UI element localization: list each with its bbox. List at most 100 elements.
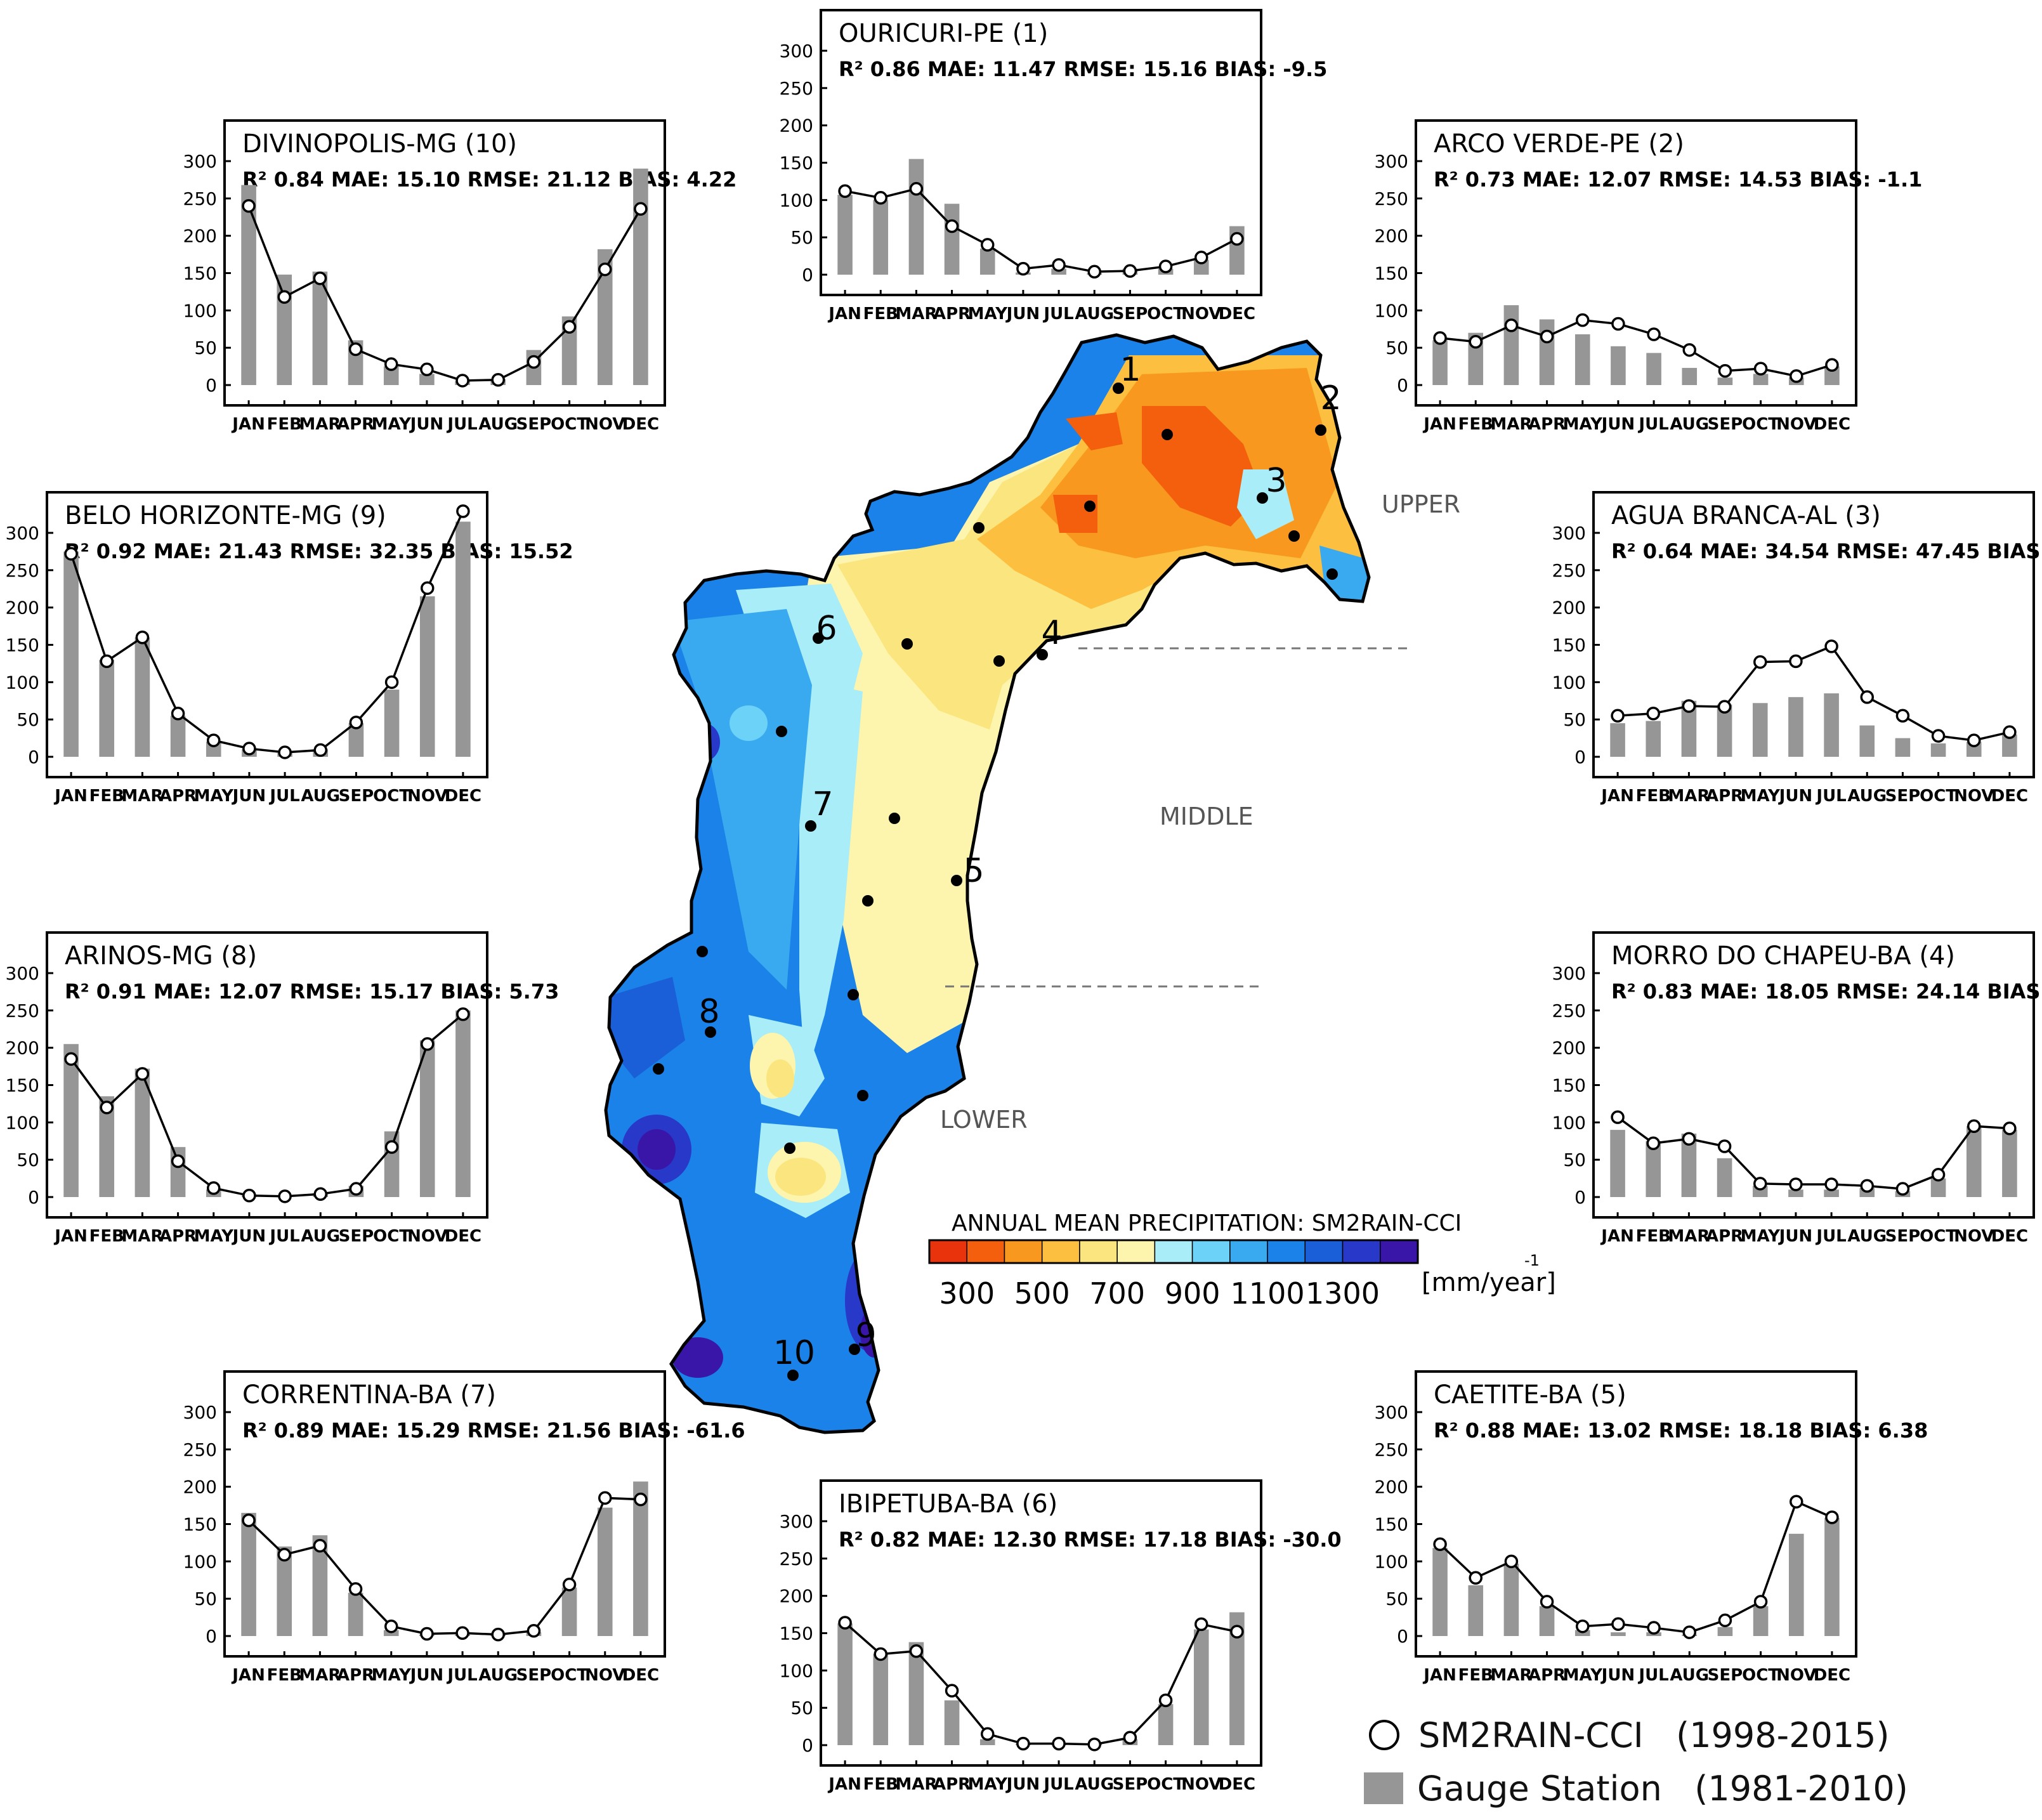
sm2rain-point [242,1513,256,1528]
x-tick-label: APR [1528,415,1566,434]
gauge-bar [419,596,435,757]
sm2rain-point [1682,1132,1696,1146]
colorbar-swatch [1380,1240,1418,1264]
colorbar: ANNUAL MEAN PRECIPITATION: SM2RAIN-CCI 30… [928,1210,1556,1311]
sm2rain-point [1504,1554,1519,1569]
y-tick-label: 0 [1574,1187,1586,1208]
sm2rain-point [1611,709,1625,723]
y-tick-label: 300 [1375,1402,1408,1423]
colorbar-swatch [929,1240,967,1264]
chart-panel-5: CAETITE-BA (5) R² 0.88 MAE: 13.02 RMSE: 1… [1375,1370,1928,1685]
x-tick-label: APR [1706,787,1743,806]
x-tick-label: APR [159,1227,197,1246]
gauge-bar [1611,346,1626,385]
sm2rain-point [527,355,541,369]
gauge-bar [1752,703,1768,757]
y-tick-label: 150 [6,635,39,656]
sm2rain-point [598,262,612,277]
gauge-bar [348,723,364,757]
sm2rain-point [1158,1693,1173,1708]
station-number-10: 10 [773,1334,815,1372]
y-tick-label: 0 [206,1626,217,1647]
y-tick-label: 300 [1375,151,1408,172]
x-tick-label: FEB [1458,1666,1493,1685]
gauge-bar [419,374,435,385]
sm2rain-point [1433,1537,1447,1552]
sm2rain-point [313,1538,327,1553]
sm2rain-point [1790,1495,1803,1509]
y-tick-label: 200 [1375,226,1408,247]
x-tick-label: APR [933,1775,971,1794]
gauge-bar [1753,1606,1769,1636]
sm2rain-point [277,290,291,304]
gauge-bar [277,1546,292,1636]
sm2rain-point [1789,654,1803,669]
station-dot [848,989,859,1000]
colorbar-tick-label: 1300 [1306,1276,1380,1311]
y-tick-label: 300 [6,963,39,984]
gauge-bar [1610,723,1625,757]
y-tick-label: 100 [780,190,813,211]
gauge-bar [1930,1178,1946,1197]
gauge-bar [1503,305,1519,385]
y-tick-label: 150 [1552,635,1586,656]
x-tick-label: JUN [1778,787,1813,806]
sm2rain-point [1052,1736,1066,1751]
x-tick-label: DEC [1991,787,2028,806]
x-tick-label: FEB [89,1227,124,1246]
x-tick-label: OCT [1147,304,1184,324]
x-tick-label: FEB [863,1775,898,1794]
chart-frame [820,1479,1262,1767]
chart-stats: R² 0.73 MAE: 12.07 RMSE: 14.53 BIAS: -1.… [1434,167,1922,192]
open-circle-marker [1369,1720,1399,1750]
colorbar-swatch [1116,1240,1156,1264]
y-tick-label: 0 [28,1187,39,1208]
y-tick-label: 250 [1552,560,1586,581]
sm2rain-point [1611,317,1625,331]
chart-frame [46,931,488,1219]
sm2rain-point [838,1616,852,1630]
gauge-bar [2002,734,2017,757]
sm2rain-point [527,1624,541,1638]
y-tick-label: 200 [6,598,39,619]
x-tick-label: JUN [1600,415,1635,434]
sm2rain-point [1717,1139,1732,1153]
chart-frame [1415,1370,1857,1658]
gauge-bar [1682,367,1698,385]
station-dot [1315,424,1326,436]
gauge-bar [873,1654,889,1745]
x-tick-label: MAR [1668,1227,1710,1246]
station-dot [1084,501,1096,512]
y-tick-label: 150 [1552,1075,1586,1096]
station-dot [1037,649,1048,660]
x-tick-label: MAR [1490,415,1532,434]
sm2rain-point [634,1492,648,1507]
sm2rain-point [1016,1736,1030,1751]
gauge-bar [561,316,577,385]
chart-title: MORRO DO CHAPEU-BA (4) [1611,941,1955,971]
y-tick-label: 300 [1552,963,1586,984]
y-tick-label: 0 [28,747,39,768]
sm2rain-point [981,1727,995,1741]
region-label-upper: UPPER [1382,490,1460,518]
x-tick-label: JUN [1600,1666,1635,1685]
x-tick-label: DEC [1219,1775,1255,1794]
y-tick-label: 250 [6,560,39,581]
field-max-sw [638,1129,676,1170]
colorbar-swatch [1342,1240,1381,1264]
chart-panel-10: DIVINOPOLIS-MG (10) R² 0.84 MAE: 15.10 RM… [183,119,736,434]
x-tick-label: FEB [1636,1227,1671,1246]
y-tick-label: 0 [1397,1626,1408,1647]
x-tick-label: NOV [1954,787,1994,806]
sm2rain-point [348,1582,363,1596]
chart-panel-2: ARCO VERDE-PE (2) R² 0.73 MAE: 12.07 RMSE… [1375,119,1922,434]
sm2rain-point [420,1627,434,1641]
gauge-bar [1611,1632,1626,1636]
gauge-bar [979,1739,995,1745]
y-tick-label: 150 [6,1075,39,1096]
x-tick-label: FEB [267,415,302,434]
station-dot [787,1370,799,1381]
sm2rain-point [420,362,434,377]
sm2rain-point [1540,1595,1554,1609]
